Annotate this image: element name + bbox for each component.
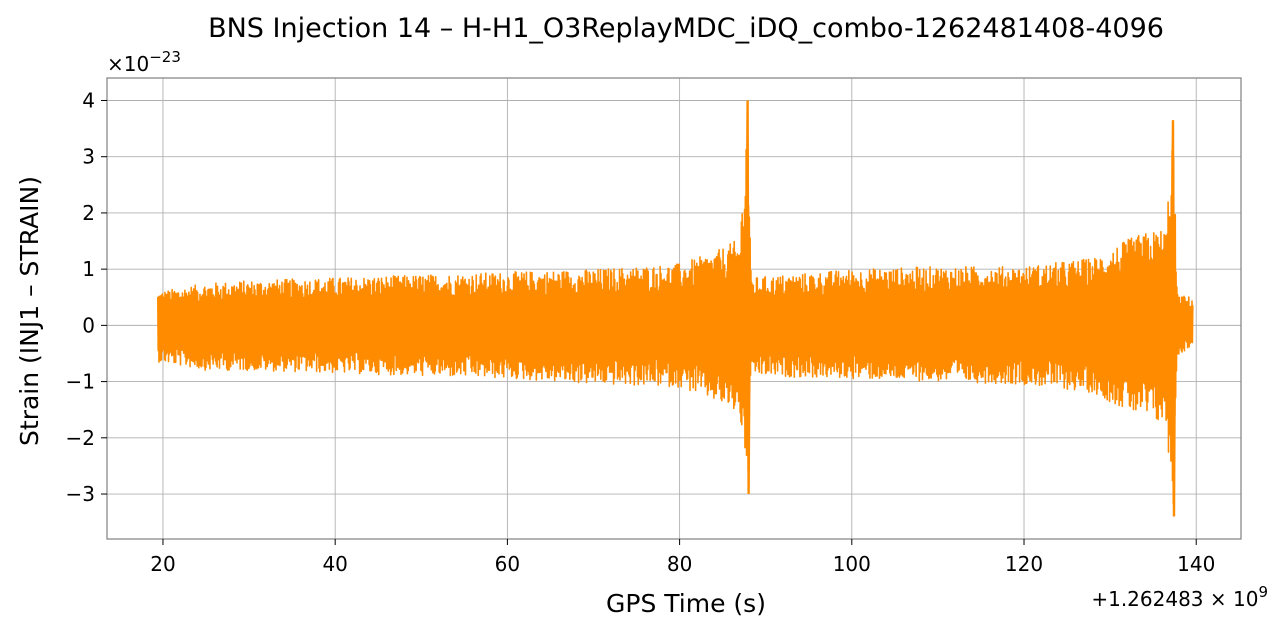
- y-tick-label: 2: [82, 201, 95, 225]
- x-offset-factor: +1.262483 × 109: [1091, 583, 1268, 611]
- y-axis-label: Strain (INJ1 – STRAIN): [15, 176, 44, 446]
- x-tick-label: 100: [833, 552, 871, 576]
- x-offset-base: +1.262483 × 10: [1091, 587, 1258, 611]
- strain-spike: [1170, 120, 1177, 517]
- y-scale-base: ×10: [107, 52, 149, 76]
- chart-title: BNS Injection 14 – H-H1_O3ReplayMDC_iDQ_…: [208, 13, 1164, 44]
- y-tick-label: 4: [82, 88, 95, 112]
- x-tick-label: 40: [322, 552, 347, 576]
- tick-layer: 20 40 60 80 100 120 140 −3 −2 −1 0 1 2 3 4: [66, 88, 1216, 576]
- x-tick-label: 60: [495, 552, 520, 576]
- series-layer: [157, 100, 1194, 517]
- x-tick-label: 120: [1005, 552, 1043, 576]
- y-scale-exponent: −23: [149, 48, 181, 66]
- x-tick-label: 140: [1177, 552, 1215, 576]
- plot-frame: [106, 77, 1242, 540]
- strain-series-line: [157, 148, 1194, 505]
- y-tick-label: 1: [82, 257, 95, 281]
- strain-spike: [744, 100, 751, 495]
- x-offset-exponent: 9: [1258, 583, 1268, 601]
- x-axis-label: GPS Time (s): [606, 589, 766, 618]
- y-tick-label: 3: [82, 145, 95, 169]
- y-tick-label: −1: [66, 370, 95, 394]
- x-tick-label: 20: [150, 552, 175, 576]
- y-tick-label: 0: [82, 313, 95, 337]
- y-scale-factor: ×10−23: [107, 48, 181, 76]
- y-tick-label: −3: [66, 482, 95, 506]
- x-tick-label: 80: [667, 552, 692, 576]
- y-tick-label: −2: [66, 426, 95, 450]
